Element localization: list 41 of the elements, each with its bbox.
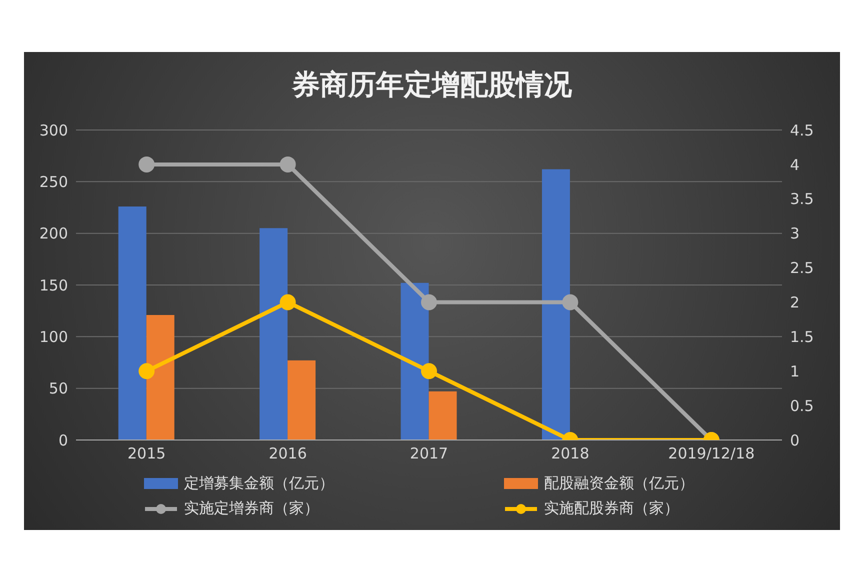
point (138, 363, 155, 380)
legend-label: 实施定增券商（家） (184, 499, 319, 518)
y2-tick-label: 0 (790, 431, 800, 450)
x-tick-label: 2015 (128, 444, 166, 463)
y2-tick-label: 1 (790, 362, 800, 380)
y-tick-label: 200 (39, 224, 68, 243)
point (138, 156, 155, 172)
legend-label: 配股融资金额（亿元） (544, 474, 694, 493)
point (562, 294, 578, 310)
x-tick-label: 2018 (551, 444, 590, 463)
y2-tick-label: 4 (790, 156, 800, 174)
y2-tick-label: 0.5 (790, 396, 814, 415)
point (421, 294, 437, 310)
y-tick-label: 50 (48, 380, 68, 398)
y-tick-label: 0 (58, 431, 68, 450)
x-tick-label: 2017 (410, 444, 448, 463)
bar (118, 206, 146, 440)
point (421, 363, 437, 380)
bar (428, 391, 457, 440)
x-tick-label: 2016 (268, 444, 307, 463)
y-tick-label: 300 (39, 121, 68, 140)
y2-tick-label: 1.5 (790, 328, 814, 346)
y-tick-label: 250 (39, 172, 68, 191)
y2-tick-label: 2 (790, 294, 800, 312)
chart-title: 券商历年定增配股情况 (290, 67, 573, 103)
y2-tick-label: 3 (790, 224, 800, 243)
point (280, 294, 296, 310)
bar (288, 360, 316, 440)
y2-tick-label: 3.5 (790, 190, 814, 208)
y2-tick-label: 4.5 (790, 121, 814, 140)
legend-label: 实施配股券商（家） (544, 499, 679, 518)
bar (146, 314, 174, 440)
point (280, 156, 296, 172)
y-tick-label: 100 (39, 328, 68, 346)
x-tick-label: 2019/12/18 (668, 444, 755, 463)
bar (400, 282, 429, 440)
y-tick-label: 150 (39, 276, 68, 294)
legend-label: 定增募集金额（亿元） (184, 474, 334, 493)
y2-tick-label: 2.5 (790, 259, 814, 278)
bar (260, 228, 288, 440)
bar (542, 169, 570, 440)
